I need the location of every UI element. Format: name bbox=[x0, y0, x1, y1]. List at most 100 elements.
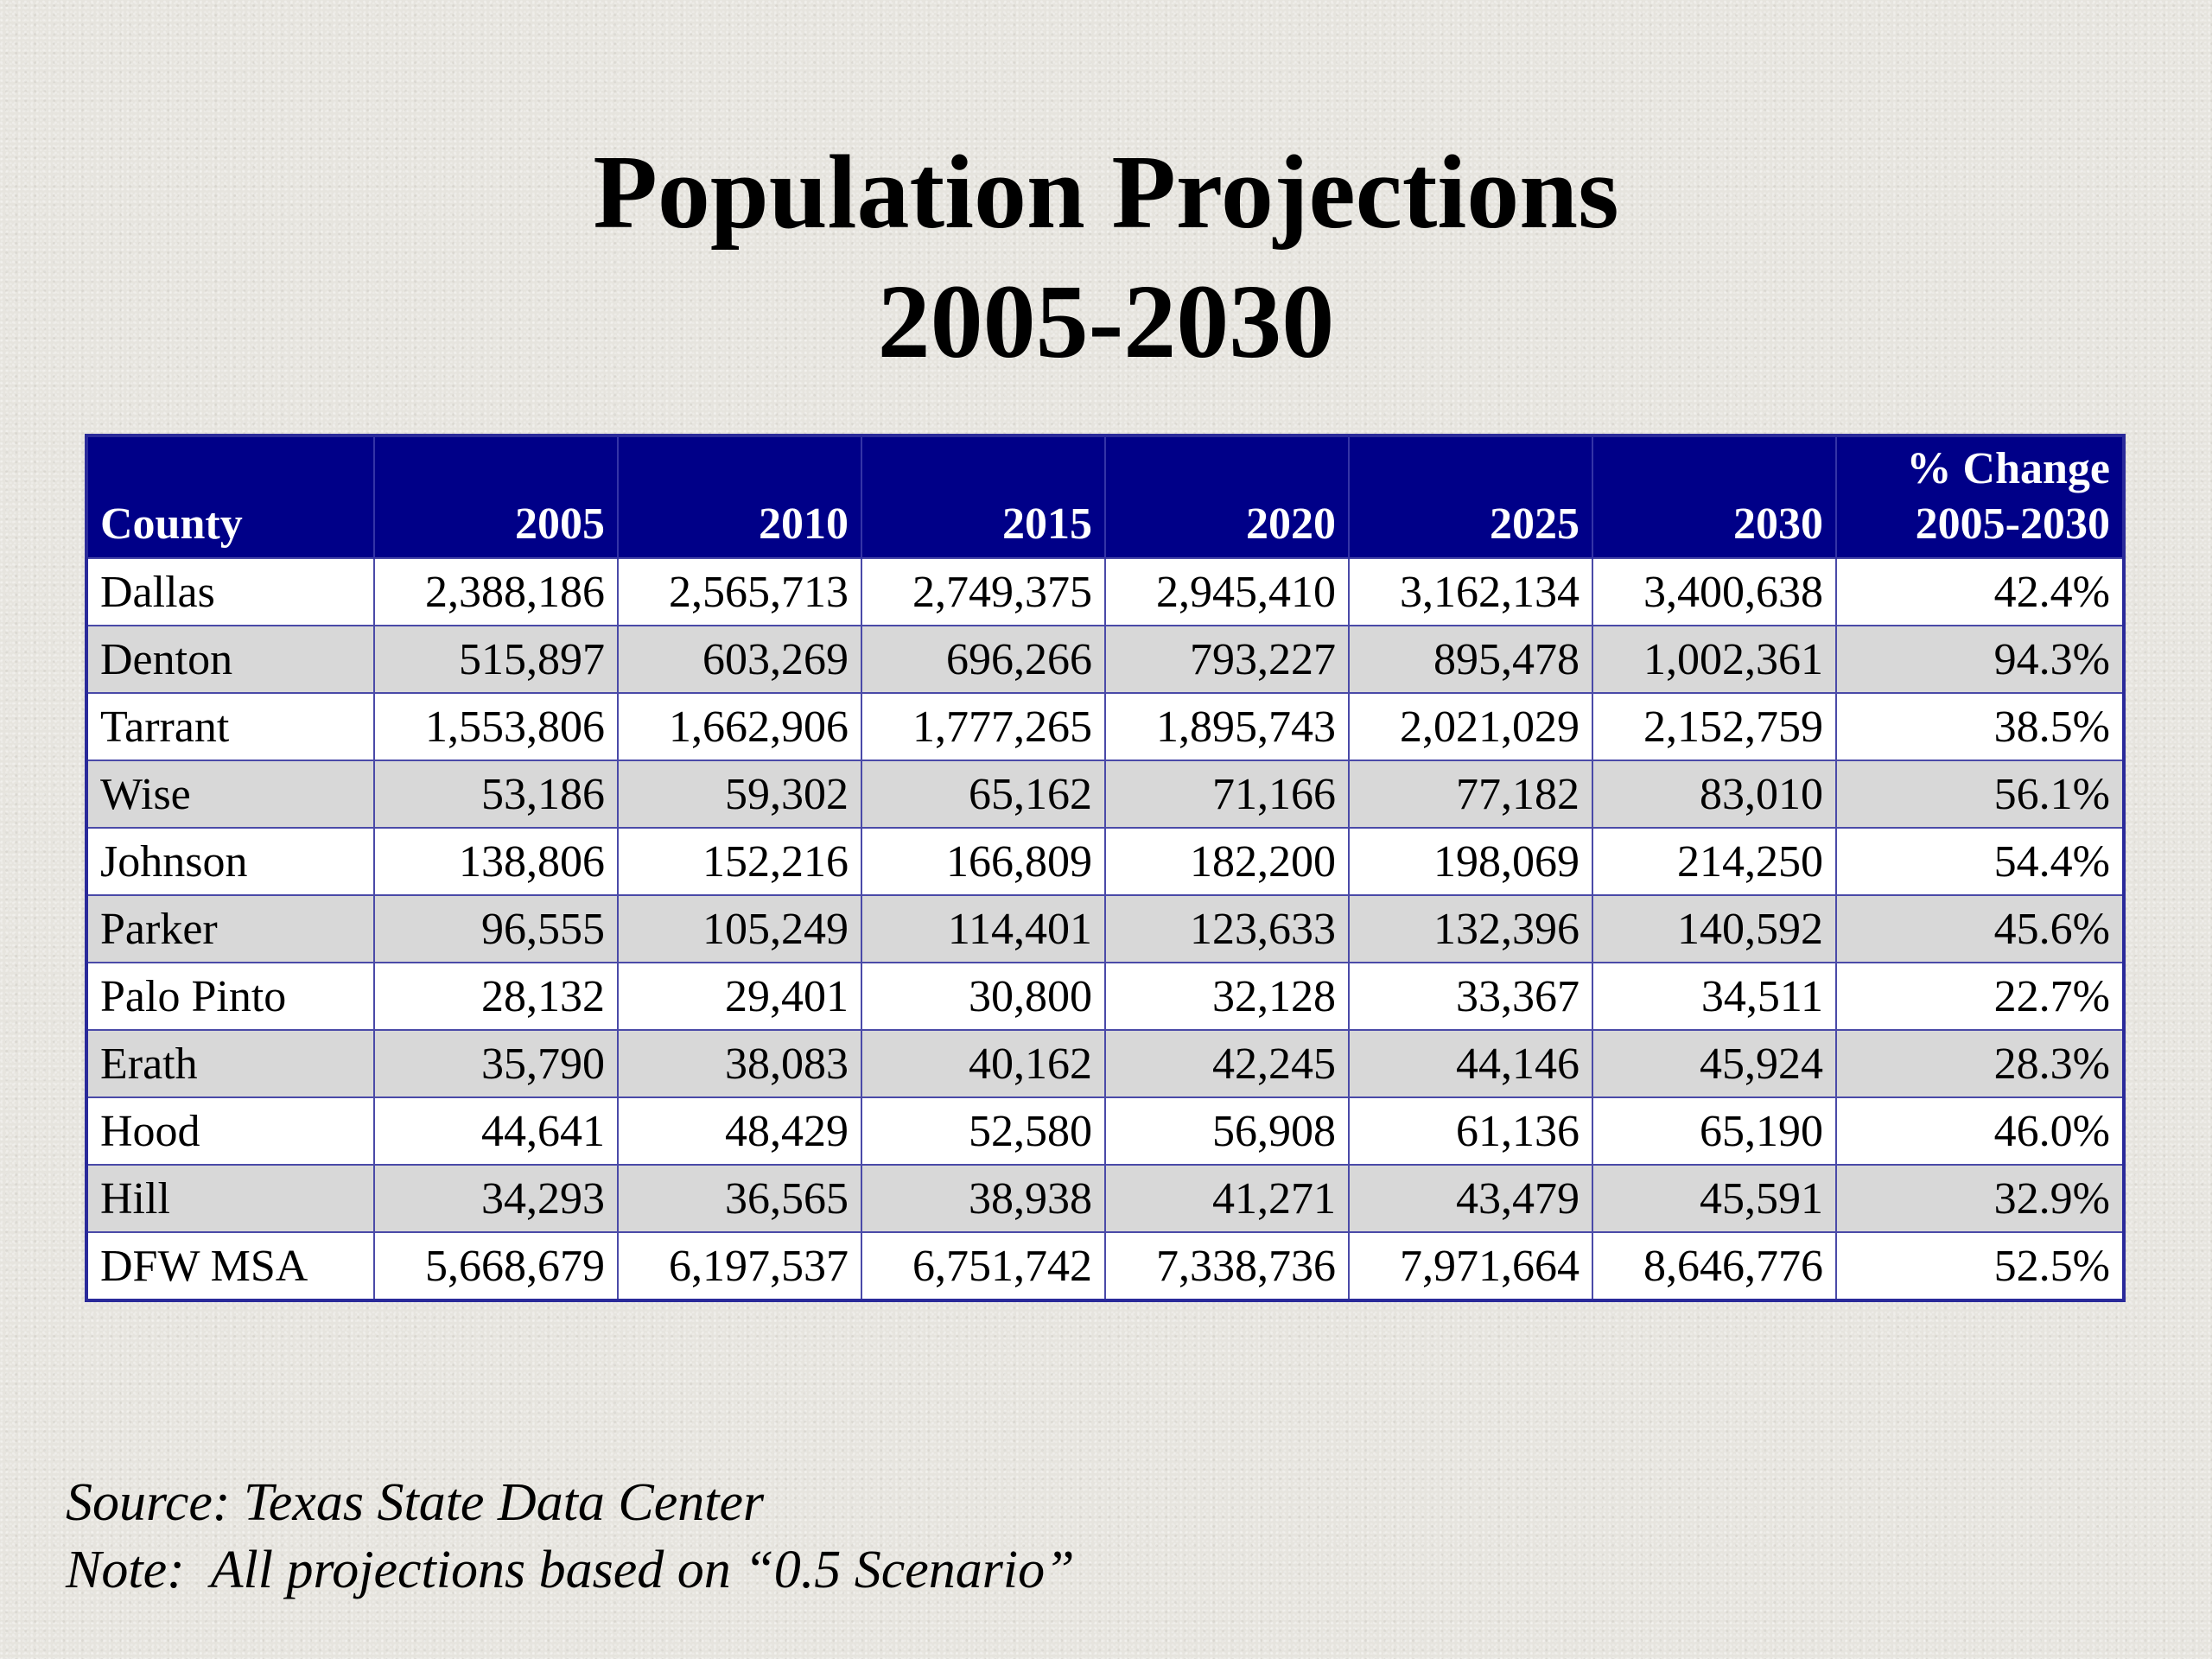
population-cell: 1,895,743 bbox=[1104, 692, 1350, 761]
population-cell: 1,002,361 bbox=[1592, 625, 1837, 694]
page-title: Population Projections 2005-2030 bbox=[0, 128, 2212, 387]
population-cell: 5,668,679 bbox=[373, 1231, 619, 1301]
header-pct-line-2: 2005-2030 bbox=[1915, 499, 2110, 549]
population-cell: 696,266 bbox=[861, 625, 1106, 694]
population-cell: 53,186 bbox=[373, 760, 619, 829]
population-cell: 83,010 bbox=[1592, 760, 1837, 829]
pct-change-cell: 52.5% bbox=[1835, 1231, 2125, 1301]
population-cell: 1,777,265 bbox=[861, 692, 1106, 761]
title-line-1: Population Projections bbox=[593, 134, 1619, 251]
county-cell: Johnson bbox=[86, 827, 375, 896]
population-cell: 1,662,906 bbox=[617, 692, 862, 761]
county-cell: Wise bbox=[86, 760, 375, 829]
population-cell: 182,200 bbox=[1104, 827, 1350, 896]
population-cell: 44,146 bbox=[1348, 1029, 1593, 1098]
title-line-2: 2005-2030 bbox=[877, 264, 1335, 380]
population-cell: 30,800 bbox=[861, 962, 1106, 1031]
population-cell: 45,924 bbox=[1592, 1029, 1837, 1098]
pct-change-cell: 28.3% bbox=[1835, 1029, 2125, 1098]
population-cell: 2,388,186 bbox=[373, 557, 619, 626]
population-cell: 114,401 bbox=[861, 894, 1106, 963]
table-row: DFW MSA 5,668,679 6,197,537 6,751,742 7,338,… bbox=[86, 1231, 2125, 1301]
population-cell: 29,401 bbox=[617, 962, 862, 1031]
population-cell: 138,806 bbox=[373, 827, 619, 896]
population-cell: 71,166 bbox=[1104, 760, 1350, 829]
population-cell: 8,646,776 bbox=[1592, 1231, 1837, 1301]
population-cell: 7,338,736 bbox=[1104, 1231, 1350, 1301]
header-row: County 2005 2010 2015 2020 2025 2030 % C… bbox=[86, 435, 2124, 558]
population-cell: 34,511 bbox=[1592, 962, 1837, 1031]
population-cell: 48,429 bbox=[617, 1096, 862, 1166]
population-cell: 7,971,664 bbox=[1348, 1231, 1593, 1301]
pct-change-cell: 42.4% bbox=[1835, 557, 2125, 626]
pct-change-cell: 45.6% bbox=[1835, 894, 2125, 963]
population-cell: 44,641 bbox=[373, 1096, 619, 1166]
county-cell: Parker bbox=[86, 894, 375, 963]
header-pct-line-1: % Change bbox=[1906, 444, 2110, 493]
pct-change-cell: 94.3% bbox=[1835, 625, 2125, 694]
population-cell: 52,580 bbox=[861, 1096, 1106, 1166]
county-cell: Dallas bbox=[86, 557, 375, 626]
header-year: 2005 bbox=[373, 435, 618, 558]
population-cell: 2,565,713 bbox=[617, 557, 862, 626]
county-cell: Hill bbox=[86, 1164, 375, 1233]
pct-change-cell: 46.0% bbox=[1835, 1096, 2125, 1166]
population-cell: 6,197,537 bbox=[617, 1231, 862, 1301]
population-cell: 40,162 bbox=[861, 1029, 1106, 1098]
table-header: County 2005 2010 2015 2020 2025 2030 % C… bbox=[86, 435, 2124, 558]
population-cell: 793,227 bbox=[1104, 625, 1350, 694]
population-cell: 61,136 bbox=[1348, 1096, 1593, 1166]
pct-change-cell: 32.9% bbox=[1835, 1164, 2125, 1233]
population-cell: 96,555 bbox=[373, 894, 619, 963]
source-note: Source: Texas State Data Center bbox=[66, 1473, 765, 1532]
county-cell: Erath bbox=[86, 1029, 375, 1098]
population-cell: 42,245 bbox=[1104, 1029, 1350, 1098]
population-cell: 41,271 bbox=[1104, 1164, 1350, 1233]
population-table-container: County 2005 2010 2015 2020 2025 2030 % C… bbox=[85, 434, 2126, 1302]
population-cell: 65,162 bbox=[861, 760, 1106, 829]
table-row: Hill 34,293 36,565 38,938 41,271 43,479 45,591… bbox=[86, 1164, 2125, 1233]
scenario-note: Note: All projections based on “0.5 Scen… bbox=[66, 1541, 1075, 1599]
population-cell: 36,565 bbox=[617, 1164, 862, 1233]
table-body: Dallas 2,388,186 2,565,713 2,749,375 2,945,4… bbox=[86, 557, 2125, 1301]
table-row: Denton 515,897 603,269 696,266 793,227 895,47… bbox=[86, 625, 2125, 694]
population-cell: 515,897 bbox=[373, 625, 619, 694]
header-year: 2025 bbox=[1348, 435, 1592, 558]
population-cell: 38,938 bbox=[861, 1164, 1106, 1233]
population-cell: 214,250 bbox=[1592, 827, 1837, 896]
header-county: County bbox=[86, 435, 374, 558]
county-cell: DFW MSA bbox=[86, 1231, 375, 1301]
population-cell: 32,128 bbox=[1104, 962, 1350, 1031]
pct-change-cell: 54.4% bbox=[1835, 827, 2125, 896]
population-cell: 33,367 bbox=[1348, 962, 1593, 1031]
pct-change-cell: 38.5% bbox=[1835, 692, 2125, 761]
county-cell: Hood bbox=[86, 1096, 375, 1166]
table-row: Tarrant 1,553,806 1,662,906 1,777,265 1,895,… bbox=[86, 692, 2125, 761]
population-cell: 43,479 bbox=[1348, 1164, 1593, 1233]
population-cell: 198,069 bbox=[1348, 827, 1593, 896]
header-year: 2020 bbox=[1104, 435, 1349, 558]
header-year: 2010 bbox=[617, 435, 861, 558]
population-cell: 132,396 bbox=[1348, 894, 1593, 963]
table-row: Hood 44,641 48,429 52,580 56,908 61,136 65,190… bbox=[86, 1096, 2125, 1166]
population-cell: 1,553,806 bbox=[373, 692, 619, 761]
population-cell: 2,945,410 bbox=[1104, 557, 1350, 626]
table-row: Dallas 2,388,186 2,565,713 2,749,375 2,945,4… bbox=[86, 557, 2125, 626]
population-cell: 152,216 bbox=[617, 827, 862, 896]
pct-change-cell: 22.7% bbox=[1835, 962, 2125, 1031]
table-row: Erath 35,790 38,083 40,162 42,245 44,146 45,92… bbox=[86, 1029, 2125, 1098]
population-cell: 6,751,742 bbox=[861, 1231, 1106, 1301]
population-cell: 123,633 bbox=[1104, 894, 1350, 963]
county-cell: Denton bbox=[86, 625, 375, 694]
population-cell: 166,809 bbox=[861, 827, 1106, 896]
population-cell: 3,400,638 bbox=[1592, 557, 1837, 626]
population-cell: 2,021,029 bbox=[1348, 692, 1593, 761]
population-cell: 3,162,134 bbox=[1348, 557, 1593, 626]
header-pct-change: % Change 2005-2030 bbox=[1835, 435, 2124, 558]
population-cell: 77,182 bbox=[1348, 760, 1593, 829]
population-cell: 34,293 bbox=[373, 1164, 619, 1233]
population-cell: 38,083 bbox=[617, 1029, 862, 1098]
population-cell: 28,132 bbox=[373, 962, 619, 1031]
header-year: 2015 bbox=[861, 435, 1105, 558]
